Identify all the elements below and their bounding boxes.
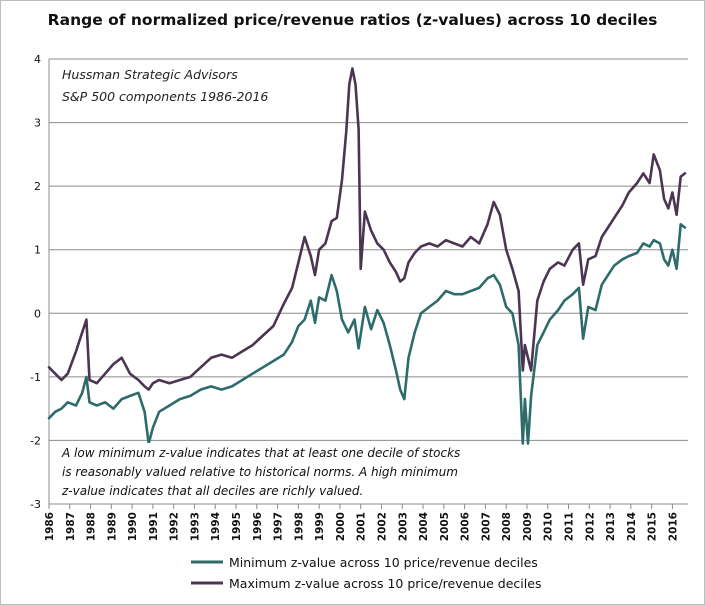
y-tick-label: -2 [30, 434, 41, 447]
x-tick-label: 2012 [584, 512, 596, 541]
x-tick-label: 2000 [335, 512, 347, 541]
x-tick-label: 1991 [148, 512, 160, 541]
x-tick-label: 1986 [44, 512, 56, 541]
x-tick-label: 1988 [86, 512, 98, 541]
x-tick-label: 1998 [293, 512, 305, 541]
y-tick-label: -3 [30, 498, 41, 511]
x-tick-label: 2005 [439, 512, 451, 541]
x-tick-label: 1999 [314, 512, 326, 541]
x-tick-label: 1995 [231, 512, 243, 541]
x-tick-label: 2010 [543, 512, 555, 541]
caption-background [56, 443, 501, 501]
x-tick-label: 2008 [501, 512, 513, 541]
x-tick-label: 1996 [252, 512, 264, 541]
x-tick-labels: 1986 1987 1988 1989 1990 1991 1992 1993 1994 1995… [44, 512, 679, 541]
y-tick-labels: -3 -2 -1 0 1 2 3 4 [30, 53, 41, 511]
x-tick-label: 1997 [273, 512, 285, 541]
x-tick-label: 2009 [522, 512, 534, 541]
x-tick-label: 2001 [356, 512, 368, 541]
legend-label-max: Maximum z-value across 10 price/revenue … [229, 576, 541, 591]
legend-label-min: Minimum z-value across 10 price/revenue … [229, 555, 538, 570]
grid-lines [49, 58, 688, 505]
series-line-maximum [47, 67, 687, 391]
source-annotation: Hussman Strategic Advisors [62, 67, 238, 82]
x-tick-label: 2016 [667, 512, 679, 541]
y-tick-label: 1 [34, 244, 41, 257]
x-tick-label: 2011 [564, 512, 576, 541]
y-tick-label: 4 [34, 53, 41, 66]
x-tick-label: 1989 [106, 512, 118, 541]
legend: Minimum z-value across 10 price/revenue … [191, 555, 541, 591]
series-lines [47, 67, 687, 445]
x-tick-label: 1987 [65, 512, 77, 541]
x-tick-label: 2007 [480, 512, 492, 541]
y-tick-label: 3 [34, 117, 41, 130]
x-tick-label: 2015 [647, 512, 659, 541]
caption-line-3: z-value indicates that all deciles are r… [61, 484, 363, 498]
y-tick-label: 2 [34, 180, 41, 193]
x-tick-label: 1993 [189, 512, 201, 541]
caption-line-2: is reasonably valued relative to histori… [62, 465, 458, 479]
subtitle-annotation: S&P 500 components 1986-2016 [62, 89, 268, 104]
x-tick-label: 2006 [460, 512, 472, 541]
x-tick-label: 2004 [418, 512, 430, 541]
y-tick-label: 0 [34, 307, 41, 320]
x-tick-label: 1992 [169, 512, 181, 541]
x-tick-label: 1994 [210, 512, 222, 541]
y-tick-label: -1 [30, 371, 41, 384]
caption-line-1: A low minimum z-value indicates that at … [61, 446, 460, 460]
series-line-minimum [47, 223, 687, 445]
chart-title: Range of normalized price/revenue ratios… [47, 11, 658, 29]
x-tick-label: 2013 [605, 512, 617, 541]
x-tick-label: 2002 [376, 512, 388, 541]
x-tick-label: 2003 [397, 512, 409, 541]
x-tick-label: 2014 [626, 512, 638, 541]
x-tick-label: 1990 [127, 512, 139, 541]
axes [48, 59, 673, 509]
